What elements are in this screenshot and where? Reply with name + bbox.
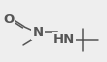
Text: O: O (3, 13, 14, 26)
Text: N: N (32, 26, 44, 39)
Text: HN: HN (53, 33, 75, 46)
